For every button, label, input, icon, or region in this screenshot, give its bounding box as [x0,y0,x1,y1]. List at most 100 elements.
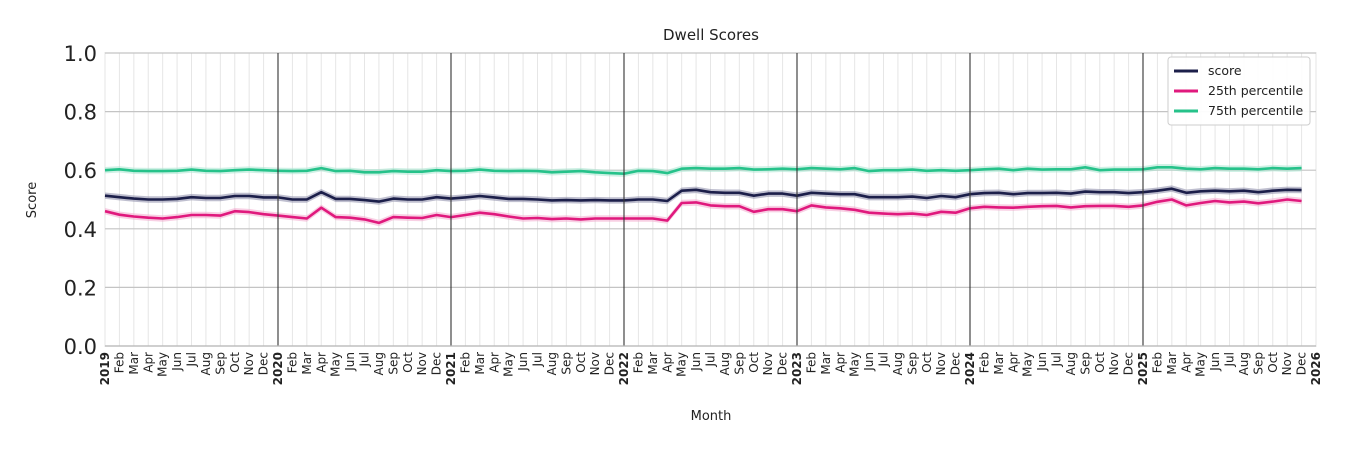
x-tick-label: Jun [343,352,357,372]
x-tick-label: Apr [314,352,328,373]
x-tick-label: Oct [747,352,761,373]
x-tick-label: May [156,352,170,377]
x-tick-label: Dec [603,352,617,375]
x-tick-label: Sep [732,352,746,375]
x-tick-label: Oct [574,352,588,373]
legend-box [1167,56,1311,126]
x-tick-label: May [1194,352,1208,377]
x-tick-label: Apr [1179,352,1193,373]
x-tick-label-year: 2025 [1136,352,1150,385]
x-tick-label: Jun [1035,352,1049,372]
x-tick-label: May [675,352,689,377]
x-tick-label: Mar [300,352,314,375]
line-2 [104,166,1302,175]
y-tick-label: 0.2 [64,276,97,300]
x-tick-label: Dec [949,352,963,375]
x-tick-label: Sep [559,352,573,375]
x-tick-label: Jul [1223,352,1237,367]
band-2 [105,164,1302,177]
x-tick-label: Feb [458,352,472,373]
x-tick-label: Dec [1295,352,1309,375]
x-tick-label: Apr [487,352,501,373]
x-tick-label: May [1021,352,1035,377]
x-tick-label: Jul [877,352,891,367]
x-tick-label: Jul [704,352,718,367]
x-tick-label-year: 2023 [790,352,804,385]
y-tick-label: 0.6 [64,159,97,183]
x-tick-label: Dec [1122,352,1136,375]
y-tick-label: 0.0 [64,335,97,359]
x-tick-label: Apr [1006,352,1020,373]
x-tick-label: Dec [430,352,444,375]
x-tick-label: Jun [516,352,530,372]
x-tick-label: Feb [1150,352,1164,373]
x-tick-label: May [502,352,516,377]
chart-title: Dwell Scores [663,26,759,44]
x-tick-label: Apr [833,352,847,373]
x-tick-label: Mar [819,352,833,375]
x-tick-label: Oct [401,352,415,373]
x-tick-label: Mar [992,352,1006,375]
x-tick-label-year: 2019 [98,352,112,385]
x-tick-label: Jun [1208,352,1222,372]
x-tick-label: Sep [386,352,400,375]
x-tick-label-year: 2021 [444,352,458,385]
x-tick-label: Jun [862,352,876,372]
x-tick-label-year: 2026 [1309,352,1323,385]
x-tick-label: Sep [1251,352,1265,375]
line-1 [104,198,1302,225]
y-tick-label: 1.0 [64,42,97,66]
x-tick-label: Aug [545,352,559,375]
x-tick-label: Aug [718,352,732,375]
x-tick-label: Feb [631,352,645,373]
x-tick-label: Mar [1165,352,1179,375]
x-tick-label: Jul [1050,352,1064,367]
legend: score 25th percentile 75th percentile [1167,56,1311,126]
x-tick-label: Aug [1237,352,1251,375]
y-axis-label: Score [25,182,40,218]
y-tick-label: 0.8 [64,101,97,125]
x-tick-label: Apr [660,352,674,373]
x-tick-label: Oct [228,352,242,373]
x-tick-label: Jun [170,352,184,372]
series-lines [104,166,1302,225]
x-tick-label-year: 2022 [617,352,631,385]
legend-label: 25th percentile [1208,83,1304,98]
x-tick-label: Aug [372,352,386,375]
x-tick-label-year: 2024 [963,352,977,385]
x-tick-label-year: 2020 [271,352,285,385]
x-tick-label: Nov [1107,352,1121,375]
x-tick-label: Nov [1280,352,1294,375]
x-tick-label: Feb [977,352,991,373]
x-tick-label: Aug [199,352,213,375]
x-tick-label: Mar [127,352,141,375]
x-tick-label: Oct [1093,352,1107,373]
legend-label: score [1208,63,1242,78]
x-tick-label: Sep [213,352,227,375]
x-tick-label: Aug [891,352,905,375]
x-tick-label: Oct [920,352,934,373]
x-tick-label: Apr [141,352,155,373]
x-tick-label: Nov [934,352,948,375]
x-tick-label: May [329,352,343,377]
x-axis-label: Month [691,409,732,424]
x-tick-label: Jul [531,352,545,367]
x-tick-label: Sep [1078,352,1092,375]
legend-label: 75th percentile [1208,103,1304,118]
x-tick-label: Jun [689,352,703,372]
x-tick-label: Jul [185,352,199,367]
x-tick-label: Sep [905,352,919,375]
x-tick-label: Nov [242,352,256,375]
x-tick-label: Dec [257,352,271,375]
x-tick-label: Feb [804,352,818,373]
x-tick-label: Oct [1266,352,1280,373]
x-tick-label: Feb [285,352,299,373]
x-tick-label: Nov [588,352,602,375]
x-tick-label: Jul [358,352,372,367]
x-tick-label: Feb [112,352,126,373]
x-tick-label: Mar [646,352,660,375]
x-tick-label: Nov [761,352,775,375]
x-tick-label: May [848,352,862,377]
